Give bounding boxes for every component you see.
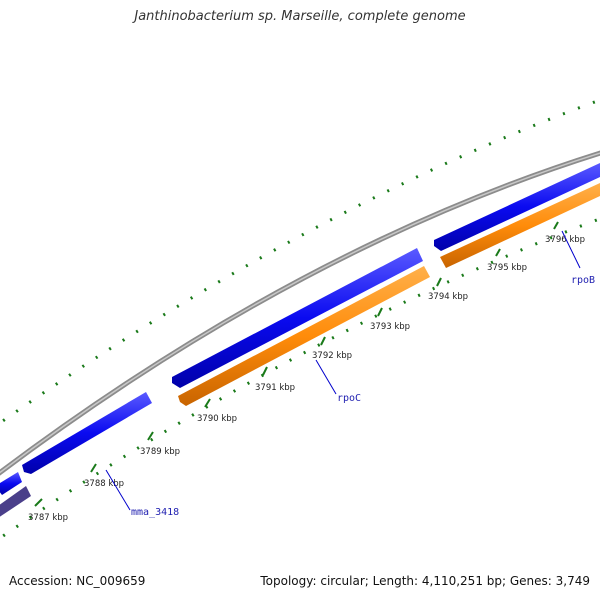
tick-label: 3791 kbp	[255, 383, 295, 393]
tick-label: 3788 kbp	[84, 479, 124, 489]
gene-block[interactable]	[172, 248, 423, 388]
gene-mma_3418[interactable]	[0, 486, 31, 518]
scale-ticks: 3787 kbp 3788 kbp 3789 kbp 3790 kbp 3791…	[28, 221, 585, 523]
gene-block[interactable]	[22, 392, 152, 474]
tick-label: 3787 kbp	[28, 513, 68, 523]
map-footer: Accession: NC_009659 Topology: circular;…	[0, 574, 600, 590]
gene-label-mma_3418[interactable]: mma_3418	[131, 507, 179, 518]
forward-strand-genes	[0, 163, 600, 495]
gene-block[interactable]	[434, 163, 600, 251]
tick-label: 3793 kbp	[370, 322, 410, 332]
accession-text: Accession: NC_009659	[9, 574, 146, 588]
inner-tick-ring	[0, 217, 600, 540]
gene-labels: mma_3418 rpoC rpoB	[105, 230, 595, 518]
gene-label-rpoC[interactable]: rpoC	[337, 393, 361, 404]
map-title: Janthinobacterium sp. Marseille, complet…	[134, 9, 466, 24]
tick-label: 3789 kbp	[140, 447, 180, 457]
gene-rpoC[interactable]	[178, 266, 430, 406]
tick-label: 3795 kbp	[487, 263, 527, 273]
tick-label: 3796 kbp	[545, 235, 585, 245]
reverse-strand-genes	[178, 183, 600, 406]
gene-block[interactable]	[0, 472, 22, 495]
gene-label-rpoB[interactable]: rpoB	[571, 275, 595, 286]
gene-rpoB[interactable]	[440, 183, 600, 268]
tick-label: 3792 kbp	[312, 351, 352, 361]
tick-label: 3790 kbp	[197, 414, 237, 424]
genome-summary-text: Topology: circular; Length: 4,110,251 bp…	[260, 574, 590, 588]
tick-label: 3794 kbp	[428, 292, 468, 302]
